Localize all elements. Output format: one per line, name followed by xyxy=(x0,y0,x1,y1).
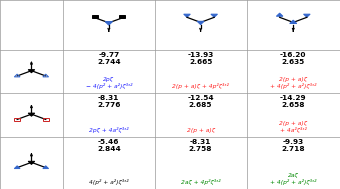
Polygon shape xyxy=(105,22,113,25)
Text: -12.54
2.685: -12.54 2.685 xyxy=(187,94,214,108)
Polygon shape xyxy=(28,161,35,164)
Text: -14.29
2.658: -14.29 2.658 xyxy=(280,94,307,108)
Text: 2aζ + 4p²ζ³ᶟ²: 2aζ + 4p²ζ³ᶟ² xyxy=(181,179,220,185)
Polygon shape xyxy=(14,166,20,169)
Text: 2(p + a)ζ
+ 4(p² + a²)ζ³ᶟ²: 2(p + a)ζ + 4(p² + a²)ζ³ᶟ² xyxy=(270,77,317,89)
Text: 4(p² + a²)ζ³ᶟ²: 4(p² + a²)ζ³ᶟ² xyxy=(89,179,129,185)
Text: -8.31
2.758: -8.31 2.758 xyxy=(189,139,212,152)
Text: -9.77
2.744: -9.77 2.744 xyxy=(97,52,121,65)
Text: -8.31
2.776: -8.31 2.776 xyxy=(97,94,120,108)
Text: -16.20
2.635: -16.20 2.635 xyxy=(280,52,306,65)
Polygon shape xyxy=(290,20,297,24)
Text: 2pζ + 4a²ζ³ᶟ²: 2pζ + 4a²ζ³ᶟ² xyxy=(89,127,129,133)
Bar xyxy=(14,118,20,121)
Bar xyxy=(92,15,98,18)
Bar xyxy=(43,118,49,121)
Text: 2(p + a)ζ
+ 4a²ζ³ᶟ²: 2(p + a)ζ + 4a²ζ³ᶟ² xyxy=(279,121,307,133)
Text: -5.46
2.844: -5.46 2.844 xyxy=(97,139,121,152)
Polygon shape xyxy=(197,21,204,25)
Polygon shape xyxy=(304,14,310,17)
Text: 2(p + a)ζ + 4p²ζ³ᶟ²: 2(p + a)ζ + 4p²ζ³ᶟ² xyxy=(172,83,229,89)
Text: -9.93
2.718: -9.93 2.718 xyxy=(282,139,305,152)
Polygon shape xyxy=(276,13,283,16)
Bar xyxy=(119,15,125,18)
Text: -13.93
2.665: -13.93 2.665 xyxy=(187,52,214,65)
Polygon shape xyxy=(211,14,218,17)
Text: 2(p + a)ζ: 2(p + a)ζ xyxy=(187,128,215,133)
Polygon shape xyxy=(43,166,49,169)
Text: 2pζ
− 4(p² + a²)ζ³ᶟ²: 2pζ − 4(p² + a²)ζ³ᶟ² xyxy=(86,77,132,89)
Polygon shape xyxy=(28,113,35,116)
Polygon shape xyxy=(184,14,190,17)
Text: 2aζ
+ 4(p² + a²)ζ³ᶟ²: 2aζ + 4(p² + a²)ζ³ᶟ² xyxy=(270,173,317,185)
Polygon shape xyxy=(28,70,35,73)
